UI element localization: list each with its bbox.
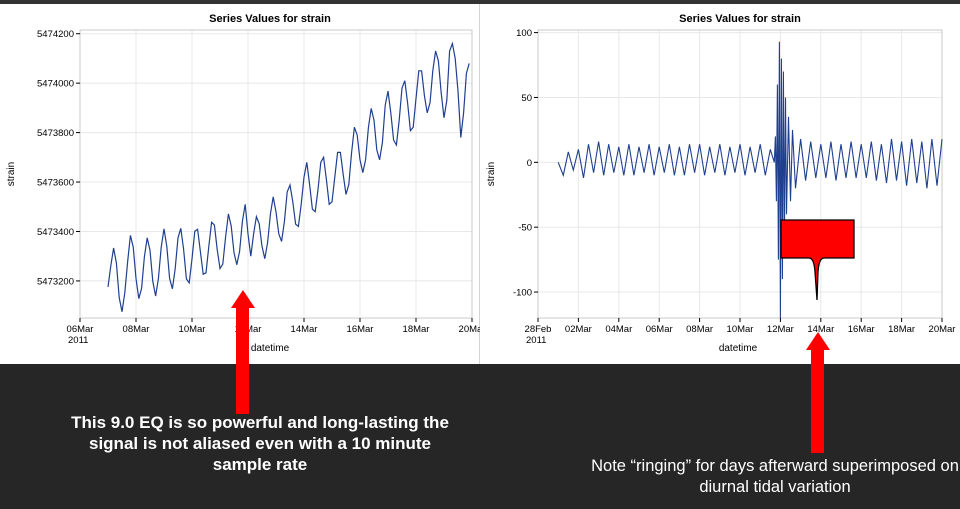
series-line [557, 41, 943, 319]
x-tick-label: 14Mar [291, 324, 318, 335]
chart-title: Series Values for strain [679, 13, 801, 25]
y-tick-label: 100 [516, 28, 532, 39]
plot-frame [79, 29, 473, 319]
x-tick-label: 20Mar [929, 324, 956, 335]
x-tick-label: 06Mar [67, 324, 94, 335]
x-tick-label: 10Mar [727, 324, 754, 335]
x-tick-label: 08Mar [686, 324, 713, 335]
chart-right: Series Values for strain -100 -50 0 50 100 28… [486, 13, 955, 354]
x-tick-label: 10Mar [179, 324, 206, 335]
caption-panel [0, 364, 960, 509]
tick-labels: 5473200 5473400 5473600 5473800 5474000 54742… [37, 29, 480, 346]
y-tick-label: 50 [521, 93, 532, 104]
caption-left: This 9.0 EQ is so powerful and long-last… [71, 413, 449, 474]
grid-lines [79, 30, 473, 318]
y-axis-label: strain [486, 162, 497, 186]
y-tick-label: -50 [518, 223, 532, 234]
y-tick-label: 5474000 [37, 79, 74, 90]
x-tick-label: 08Mar [123, 324, 150, 335]
caption-right: Note “ringing” for days afterward superi… [591, 457, 959, 496]
x-tick-label: 12Mar [767, 324, 794, 335]
y-tick-label: 5473200 [37, 276, 74, 287]
y-tick-label: 5473800 [37, 128, 74, 139]
x-tick-label: 18Mar [888, 324, 915, 335]
x-tick-label: 28Feb [525, 324, 552, 335]
x-tick-label: 18Mar [403, 324, 430, 335]
panel-divider [479, 4, 480, 366]
x-tick-year: 2011 [526, 335, 546, 346]
chart-title: Series Values for strain [209, 13, 331, 25]
x-tick-label: 12Mar [235, 324, 262, 335]
x-tick-label: 06Mar [646, 324, 673, 335]
y-tick-label: 5474200 [37, 29, 74, 40]
x-tick-label: 20Mar [459, 324, 480, 335]
grid-lines [537, 30, 943, 318]
x-tick-year: 2011 [68, 335, 88, 346]
x-axis-label: datetime [719, 343, 758, 354]
y-axis-label: strain [6, 162, 17, 186]
y-tick-label: -100 [513, 288, 532, 299]
x-axis-label: datetime [251, 343, 290, 354]
x-tick-label: 02Mar [565, 324, 592, 335]
x-tick-label: 16Mar [848, 324, 875, 335]
y-tick-label: 5473600 [37, 178, 74, 189]
x-tick-label: 16Mar [347, 324, 374, 335]
series-line [107, 41, 470, 312]
x-tick-label: 04Mar [605, 324, 632, 335]
x-tick-label: 14Mar [807, 324, 834, 335]
top-border [0, 0, 960, 4]
y-tick-label: 0 [527, 158, 532, 169]
chart-left: Series Values for strain 547320054734005… [6, 13, 480, 354]
y-tick-label: 5473400 [37, 227, 74, 238]
